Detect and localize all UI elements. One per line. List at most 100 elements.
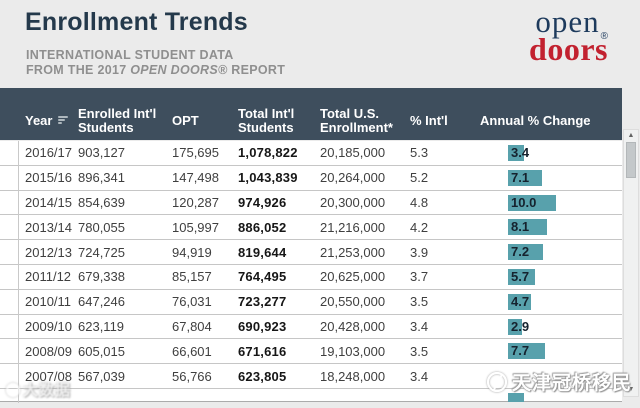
cell-total-intl-students: 690,923 (238, 318, 287, 334)
cell-total-intl-students: 886,052 (238, 219, 287, 235)
column-header-label: Annual % Change (480, 113, 591, 128)
column-header-label: OPT (172, 113, 199, 128)
table-row[interactable]: 2012/13 724,725 94,919 819,644 21,253,00… (0, 240, 622, 265)
cell-opt: 76,031 (172, 294, 212, 310)
change-bar (508, 169, 543, 186)
table-row[interactable]: 2013/14 780,055 105,997 886,052 21,216,0… (0, 215, 622, 241)
change-bar (508, 219, 547, 236)
scrollbar-thumb[interactable] (626, 142, 636, 178)
report-subtitle: INTERNATIONAL STUDENT DATA FROM THE 2017… (26, 48, 285, 78)
cell-total-us-enrollment: 20,300,000 (320, 194, 386, 210)
cell-total-us-enrollment: 20,550,000 (320, 294, 386, 310)
column-header-opt[interactable]: OPT (172, 99, 238, 129)
change-value: 4.7 (511, 293, 530, 309)
column-header-pct_intl[interactable]: % Int'l (410, 99, 480, 129)
cell-enrolled-intl-students: 647,246 (78, 294, 125, 310)
bottom-left-watermark: 大数据 (6, 379, 71, 400)
open-doors-logo: open® doors (529, 6, 608, 65)
subtitle-line1: INTERNATIONAL STUDENT DATA (26, 48, 234, 62)
cell-year: 2010/11 (25, 294, 72, 310)
scroll-down-icon[interactable]: ▼ (627, 386, 635, 393)
column-header-total_intl[interactable]: Total Int'l Students (238, 92, 320, 137)
column-header-enrolled[interactable]: Enrolled Int'l Students (78, 92, 172, 137)
cell-enrolled-intl-students: 780,055 (78, 219, 125, 235)
change-bar (508, 293, 531, 310)
table-row[interactable]: 2007/08 567,039 56,766 623,805 18,248,00… (0, 364, 622, 389)
cell-opt: 120,287 (172, 194, 219, 210)
column-header-total_us[interactable]: Total U.S. Enrollment* (320, 92, 410, 137)
clipped-change-bar (508, 393, 524, 402)
cell-pct-intl: 3.4 (410, 318, 429, 334)
cell-total-us-enrollment: 21,216,000 (320, 219, 386, 235)
cell-year: 2016/17 (25, 145, 72, 161)
column-header-change[interactable]: Annual % Change (480, 99, 622, 129)
table-row[interactable]: 2016/17 903,127 175,695 1,078,822 20,185… (0, 141, 622, 166)
cell-enrolled-intl-students: 896,341 (78, 170, 125, 186)
cell-year: 2007/08 (25, 368, 72, 384)
column-header-label: Total Int'l Students (238, 105, 295, 136)
cell-pct-intl: 4.2 (410, 219, 429, 235)
bottom-left-watermark-text: 大数据 (23, 382, 72, 399)
table-row[interactable]: 2008/09 605,015 66,601 671,616 19,103,00… (0, 339, 622, 365)
table-row[interactable]: 2010/11 647,246 76,031 723,277 20,550,00… (0, 289, 622, 315)
cell-opt: 175,695 (172, 145, 219, 161)
cell-year: 2014/15 (25, 194, 72, 210)
change-bar (508, 268, 536, 285)
registered-mark: ® (600, 31, 608, 42)
watermark-ring-icon (6, 382, 20, 397)
cell-opt: 94,919 (172, 244, 212, 260)
change-bar (508, 318, 522, 335)
table-row[interactable]: 2011/12 679,338 85,157 764,495 20,625,00… (0, 264, 622, 290)
vertical-scrollbar[interactable]: ▲ ▼ (623, 129, 639, 397)
table-row[interactable]: 2015/16 896,341 147,498 1,043,839 20,264… (0, 165, 622, 191)
change-value: 3.4 (511, 145, 530, 160)
cell-opt: 85,157 (172, 269, 212, 285)
scroll-up-icon[interactable]: ▲ (627, 132, 635, 139)
logo-word-doors: doors (529, 31, 608, 67)
cell-annual-pct-change: 7.2 (480, 240, 622, 264)
cell-total-intl-students: 1,078,822 (238, 145, 298, 161)
cell-total-intl-students: 1,043,839 (238, 170, 298, 186)
cell-annual-pct-change: 2.9 (480, 315, 622, 339)
subtitle-line2-prefix: FROM THE 2017 (26, 62, 131, 77)
cell-opt: 66,601 (172, 343, 212, 359)
cell-pct-intl: 5.2 (410, 170, 429, 186)
cell-pct-intl: 5.3 (410, 145, 429, 161)
column-header-label: Year (25, 113, 53, 128)
cell-pct-intl: 3.4 (410, 368, 429, 384)
cell-total-us-enrollment: 18,248,000 (320, 368, 386, 384)
change-value: 7.7 (511, 343, 530, 359)
table-left-border (18, 141, 19, 403)
cell-total-us-enrollment: 20,264,000 (320, 170, 386, 186)
page-title: Enrollment Trends (25, 8, 248, 36)
cell-total-intl-students: 819,644 (238, 244, 287, 260)
change-value: 7.2 (511, 244, 530, 260)
cell-pct-intl: 3.9 (410, 244, 429, 260)
cell-year: 2013/14 (25, 219, 72, 235)
column-header-label: Total U.S. Enrollment* (320, 105, 393, 136)
column-header-year[interactable]: Year (25, 99, 78, 129)
subtitle-line2-italic: OPEN DOORS® (130, 62, 228, 77)
sort-descending-icon[interactable] (58, 116, 69, 126)
table-row[interactable]: 2014/15 854,639 120,287 974,926 20,300,0… (0, 190, 622, 216)
table-row[interactable]: 2009/10 623,119 67,804 690,923 20,428,00… (0, 314, 622, 340)
cell-pct-intl: 3.5 (410, 343, 429, 359)
cell-opt: 147,498 (172, 170, 219, 186)
logo-word-open: open® (535, 4, 608, 42)
change-bar (508, 194, 556, 211)
cell-enrolled-intl-students: 903,127 (78, 145, 125, 161)
cell-enrolled-intl-students: 679,338 (78, 269, 125, 285)
cell-enrolled-intl-students: 724,725 (78, 244, 125, 260)
cell-pct-intl: 3.7 (410, 269, 429, 285)
cell-total-intl-students: 671,616 (238, 343, 287, 359)
cell-year: 2011/12 (25, 269, 72, 285)
cell-annual-pct-change: 5.7 (480, 265, 622, 289)
cell-annual-pct-change: 3.4 (480, 141, 622, 165)
cell-annual-pct-change: 7.1 (480, 166, 622, 190)
change-bar (508, 145, 525, 161)
cell-total-intl-students: 764,495 (238, 269, 287, 285)
cell-opt: 67,804 (172, 318, 212, 334)
cell-annual-pct-change: 10.0 (480, 191, 622, 215)
cell-annual-pct-change: 7.7 (480, 339, 622, 363)
